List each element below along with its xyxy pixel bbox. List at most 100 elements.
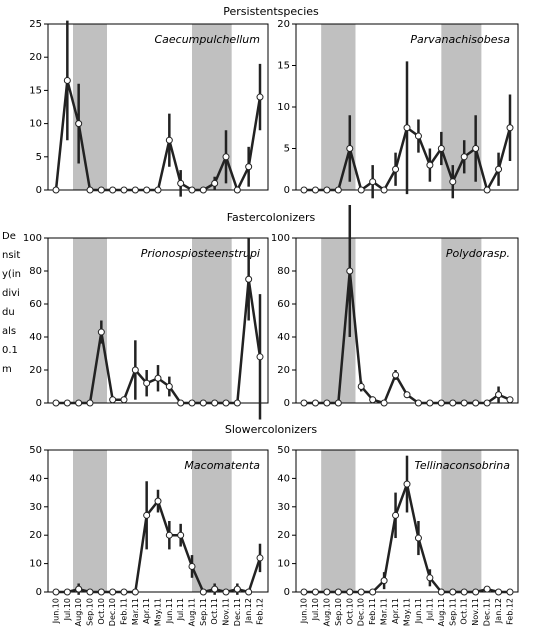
data-point [369,178,377,186]
panel-title: Tellinaconsobrina [415,459,511,472]
data-point [233,585,241,593]
data-point [426,161,434,169]
y-tick-label: 0 [284,587,290,598]
y-axis-label: y(in [2,269,21,280]
panel-title: Macomatenta [184,459,260,472]
data-point [414,399,422,407]
panel-title: Parvanachisobesa [410,33,510,46]
data-point [323,399,331,407]
data-point [300,186,308,194]
y-axis-label: du [2,307,15,318]
y-tick-label: 10 [277,559,290,570]
data-point [472,399,480,407]
data-point [120,186,128,194]
data-point [143,379,151,387]
x-tick-label: Aug.10 [74,598,83,626]
x-tick-label: Aug.11 [188,598,197,626]
data-point [131,588,139,596]
data-point [52,588,60,596]
data-point [380,577,388,585]
data-point [131,366,139,374]
x-tick-label: Jul.10 [63,598,72,621]
plot-frame [47,237,269,404]
y-tick-label: 30 [29,502,42,513]
data-point [449,178,457,186]
data-point [222,399,230,407]
y-tick-label: 15 [29,85,42,96]
data-point [233,186,241,194]
x-tick-label: Jul.10 [311,598,320,621]
x-tick-label: Apr.11 [391,598,400,624]
data-point [256,353,264,361]
data-point [245,588,253,596]
data-point [177,399,185,407]
x-tick-label: Jun.10 [52,598,61,624]
data-point [52,186,60,194]
data-point [109,588,117,596]
x-tick-label: Sep.10 [334,598,343,626]
data-point [188,186,196,194]
data-point [75,585,83,593]
y-tick-label: 30 [277,502,290,513]
data-point [403,124,411,132]
data-point [131,186,139,194]
data-point [437,588,445,596]
x-tick-label: Dec.10 [357,598,366,626]
x-tick-label: Jun.10 [300,598,309,624]
data-point [120,588,128,596]
x-tick-label: Dec.11 [483,598,492,626]
data-point [245,275,253,283]
data-point [403,391,411,399]
y-tick-label: 25 [29,19,42,30]
shaded-period [321,450,356,592]
x-tick-label: Sep.11 [199,598,208,626]
data-point [323,186,331,194]
data-point [380,186,388,194]
y-tick-label: 40 [277,332,290,343]
section-title: Persistentspecies [223,5,319,18]
y-tick-label: 60 [29,299,42,310]
data-point [346,267,354,275]
data-point [256,554,264,562]
data-point [86,588,94,596]
y-tick-label: 100 [23,233,42,244]
x-tick-label: Nov.11 [222,598,231,626]
data-point [357,383,365,390]
data-point [460,153,468,161]
data-point [177,179,185,187]
y-tick-label: 40 [29,332,42,343]
data-point [346,588,354,596]
y-axis-label: m [2,364,12,375]
x-tick-label: Mar.11 [131,598,140,625]
data-point [311,588,319,596]
data-point [506,124,514,132]
y-tick-label: 20 [29,52,42,63]
plot-frame [295,449,519,593]
y-axis-label: De [2,231,16,242]
x-tick-label: Apr.11 [142,598,151,624]
data-point [300,399,308,407]
y-tick-label: 20 [29,530,42,541]
panel-title: Prionospiosteenstrupi [141,247,260,260]
x-tick-label: Feb.12 [256,598,265,625]
plot-frame [47,449,269,593]
y-tick-label: 10 [277,102,290,113]
data-point [460,399,468,407]
data-point [369,396,377,404]
y-axis-label: nsit [2,250,20,261]
y-axis-label: als [2,326,16,337]
data-point [449,399,457,407]
y-tick-label: 20 [29,365,42,376]
y-tick-label: 20 [277,19,290,30]
data-point [369,588,377,596]
plot-frame [295,237,519,404]
data-point [437,399,445,407]
data-point [63,76,71,84]
data-point [97,588,105,596]
data-point [109,186,117,194]
x-tick-label: Nov.11 [471,598,480,626]
data-point [177,531,185,539]
y-tick-label: 0 [284,398,290,409]
data-point [392,165,400,173]
